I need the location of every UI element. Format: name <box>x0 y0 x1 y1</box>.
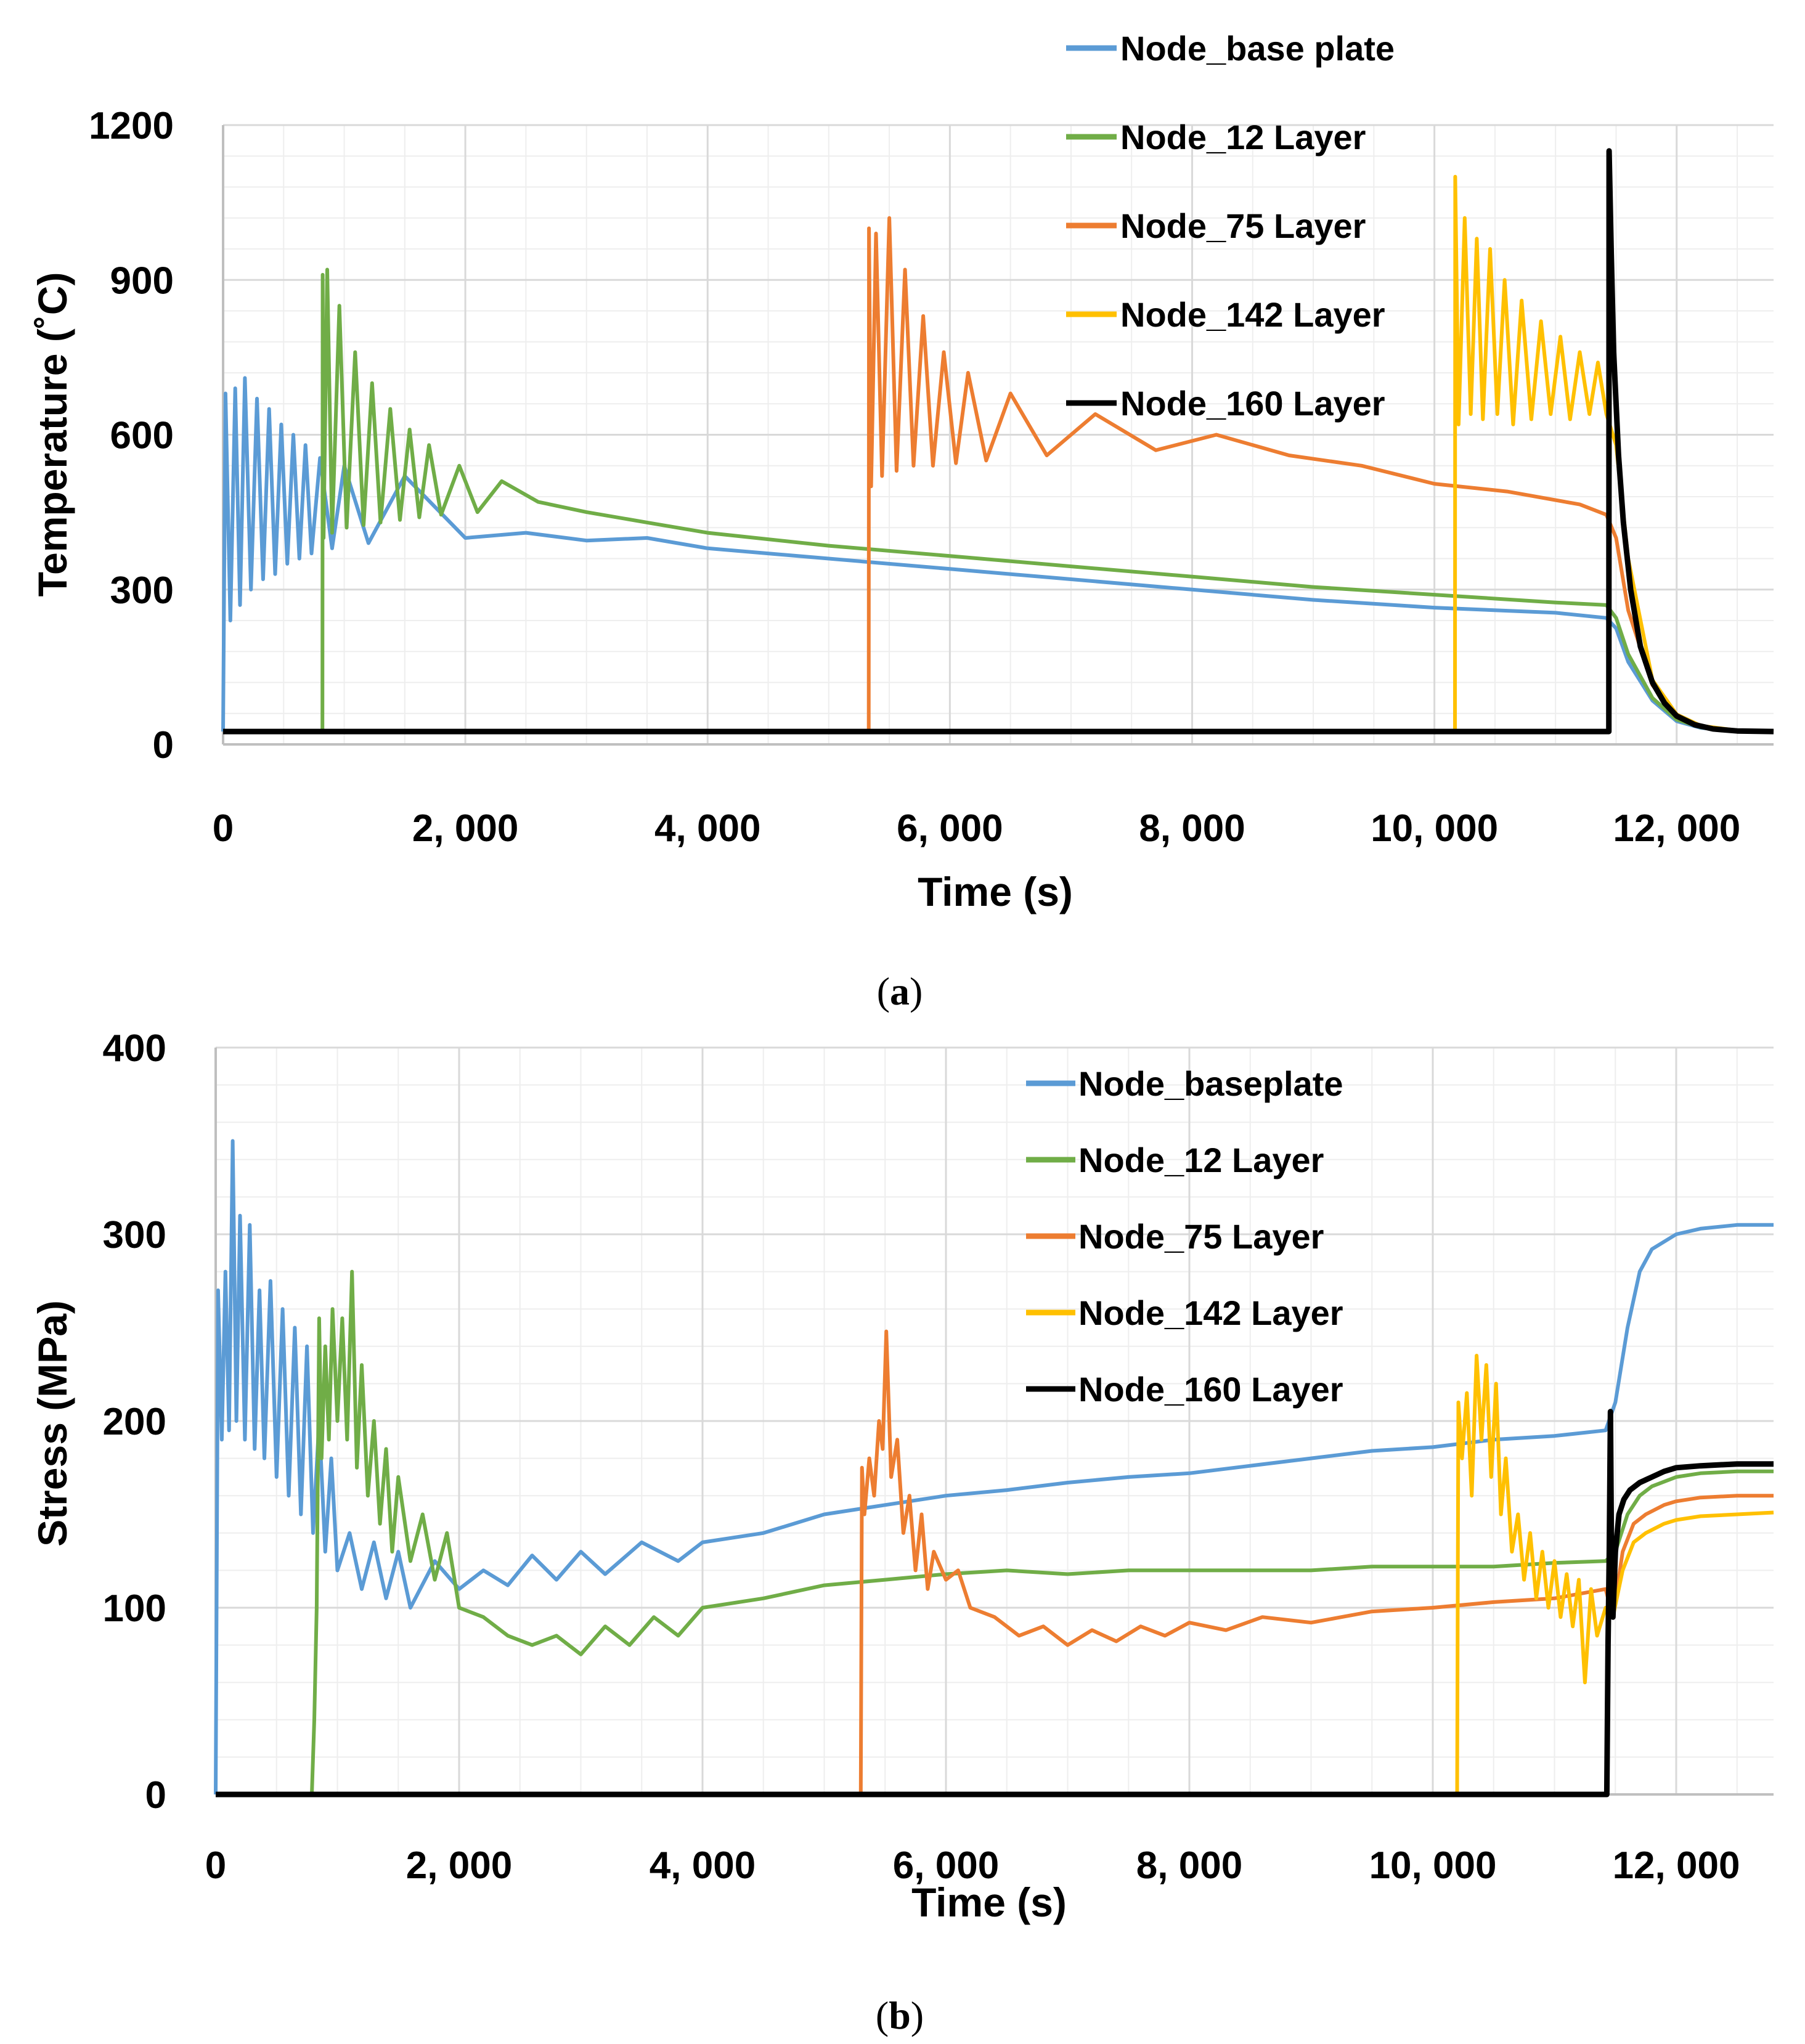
x-tick-label: 2, 000 <box>406 1844 512 1887</box>
series-line-5 <box>216 1409 1774 1798</box>
panel-label: (a) <box>877 969 923 1013</box>
legend-label: Node_142 Layer <box>1120 295 1385 334</box>
panel-label: (b) <box>876 1993 924 2037</box>
panel-label-letter: a <box>890 969 910 1013</box>
series-line-4 <box>223 174 1774 734</box>
y-tick-label: 900 <box>110 259 174 302</box>
y-tick-label: 200 <box>103 1401 166 1443</box>
legend-label: Node_142 Layer <box>1078 1293 1343 1332</box>
series-line-3 <box>216 1329 1774 1796</box>
series-line-5 <box>223 148 1774 735</box>
x-tick-label: 4, 000 <box>650 1844 756 1887</box>
legend-label: Node_75 Layer <box>1120 206 1366 245</box>
x-tick-label: 0 <box>205 1844 226 1887</box>
x-axis-title: Time (s) <box>918 869 1073 914</box>
x-tick-label: 8, 000 <box>1139 807 1245 850</box>
panel-label-close: ) <box>910 969 923 1013</box>
panel-label-close: ) <box>911 1993 924 2037</box>
y-tick-label: 300 <box>103 1214 166 1256</box>
y-axis-title: Temperature (˚C) <box>30 272 75 597</box>
y-axis-title: Stress (MPa) <box>30 1300 75 1547</box>
x-tick-label: 12, 000 <box>1613 1844 1740 1887</box>
legend-label: Node_160 Layer <box>1078 1370 1343 1409</box>
y-tick-label: 300 <box>110 569 174 612</box>
legend-label: Node_12 Layer <box>1078 1141 1324 1179</box>
y-tick-label: 600 <box>110 415 174 457</box>
legend-label: Node_12 Layer <box>1120 118 1366 157</box>
x-tick-label: 0 <box>213 807 234 850</box>
series-line-4 <box>216 1353 1774 1796</box>
series-line-1 <box>214 1139 1774 1795</box>
y-tick-label: 0 <box>153 724 174 767</box>
x-tick-label: 2, 000 <box>412 807 518 850</box>
x-tick-label: 10, 000 <box>1369 1844 1497 1887</box>
panel-label-letter: b <box>889 1993 911 2037</box>
legend-label: Node_base plate <box>1120 29 1395 68</box>
x-tick-label: 10, 000 <box>1371 807 1498 850</box>
y-tick-label: 1200 <box>89 105 174 147</box>
x-axis-title: Time (s) <box>911 1879 1067 1925</box>
y-tick-label: 400 <box>103 1027 166 1070</box>
panel-label-open: ( <box>877 969 890 1013</box>
chart-panel-a: 0 2, 000 4, 000 6, 000 8, 000 10, 000 12, 000 0… <box>30 29 1774 1013</box>
x-tick-label: 6, 000 <box>893 1844 999 1887</box>
legend-label: Node_160 Layer <box>1120 384 1385 423</box>
y-tick-label: 0 <box>145 1774 166 1817</box>
series-line-2 <box>216 1269 1774 1796</box>
legend-label: Node_75 Layer <box>1078 1217 1324 1256</box>
y-tick-label: 100 <box>103 1587 166 1630</box>
x-tick-label: 6, 000 <box>897 807 1003 850</box>
x-tick-label: 8, 000 <box>1136 1844 1242 1887</box>
x-tick-label: 4, 000 <box>654 807 760 850</box>
series-line-3 <box>223 216 1774 734</box>
panel-label-open: ( <box>876 1993 889 2037</box>
x-tick-label: 12, 000 <box>1613 807 1740 850</box>
legend-label: Node_baseplate <box>1078 1064 1343 1103</box>
chart-panel-b: 0 2, 000 4, 000 6, 000 8, 000 10, 000 12, 000 0… <box>30 1027 1774 2037</box>
